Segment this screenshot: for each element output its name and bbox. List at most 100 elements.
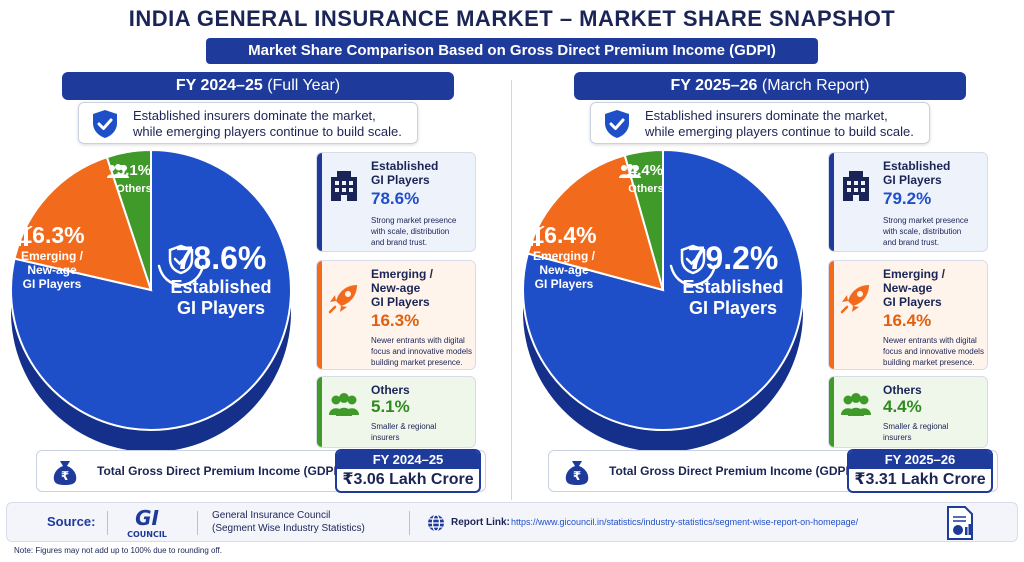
pie-slice-established [10, 150, 292, 431]
source-label: Source: [47, 514, 96, 529]
card-emerging-name-2: New-age [883, 281, 933, 295]
rocket-icon [840, 285, 869, 314]
pie-label-emerging: 16.3% Emerging / New-age GI Players [8, 222, 96, 291]
report-link-label: Report Link: [451, 517, 510, 528]
people-icon [619, 164, 641, 178]
card-others-name: Others [883, 383, 922, 397]
gdpi-label: Total Gross Direct Premium Income (GDPI) [609, 464, 853, 478]
pie-label-emerging: 16.4% Emerging / New-age GI Players [520, 222, 608, 291]
money-bag-icon: ₹ [53, 461, 77, 485]
pie-svg [10, 150, 292, 450]
pie-established-name-1: Established [170, 277, 272, 297]
fy-label: FY 2025–26 [670, 77, 758, 94]
card-emerging-name-2: New-age [371, 281, 421, 295]
org-line-1: General Insurance Council [212, 510, 331, 521]
source-footer: Source: GI COUNCIL General Insurance Cou… [6, 502, 1018, 542]
hands-shield-icon [669, 244, 717, 287]
fy-suffix: (Full Year) [267, 77, 341, 94]
card-accent-bar [317, 377, 322, 447]
shield-check-icon [93, 110, 117, 138]
card-others: Others 5.1% Smaller & regional insurers [316, 376, 476, 448]
pie-others-name: Others [628, 183, 664, 195]
logo-main: GI [135, 506, 159, 530]
gdpi-bar: ₹ Total Gross Direct Premium Income (GDP… [36, 449, 486, 493]
footer-separator [197, 511, 198, 535]
desc-line: insurers [883, 433, 912, 442]
desc-line: Smaller & regional [883, 422, 949, 431]
pie-svg [522, 150, 804, 450]
desc-line: Newer entrants with digital [371, 336, 465, 345]
card-emerging-desc: Newer entrants with digital focus and in… [371, 335, 475, 368]
pie-slice-others [623, 150, 664, 291]
card-emerging-desc: Newer entrants with digital focus and in… [883, 335, 987, 368]
desc-line: focus and innovative models [883, 347, 984, 356]
pie-emerging-name-2: New-age [539, 263, 589, 277]
pie-emerging-name-1: Emerging / [532, 249, 595, 263]
gdpi-label: Total Gross Direct Premium Income (GDPI) [97, 464, 341, 478]
svg-text:₹: ₹ [573, 469, 581, 483]
card-established: Established GI Players 78.6% Strong mark… [316, 152, 476, 252]
pie-label-established: 79.2% Established GI Players [668, 240, 798, 319]
page-title: INDIA GENERAL INSURANCE MARKET – MARKET … [128, 6, 896, 31]
svg-text:₹: ₹ [61, 469, 69, 483]
card-emerging: Emerging / New-age GI Players 16.3% Newe… [316, 260, 476, 370]
pie-chart: 78.6% Established GI Players 16.3% Emerg… [6, 150, 306, 450]
pie-label-others: 5.1% Others [106, 162, 162, 200]
building-icon [331, 171, 357, 201]
pie-label-others: 4.4% Others [618, 162, 674, 200]
pie-emerging-name-2: New-age [27, 263, 77, 277]
people-icon [107, 164, 129, 178]
card-others: Others 4.4% Smaller & regional insurers [828, 376, 988, 448]
footer-separator [107, 511, 108, 535]
card-established-name-2: GI Players [883, 173, 942, 187]
card-established-name-1: Established [371, 159, 439, 173]
card-others-value: 4.4% [883, 397, 922, 416]
desc-line: Strong market presence [883, 216, 969, 225]
desc-line: and brand trust. [883, 238, 940, 247]
pie-established-name-2: GI Players [176, 298, 266, 318]
card-established-name-1: Established [883, 159, 951, 173]
gdpi-value-box: FY 2024–25 ₹3.06 Lakh Crore [335, 449, 481, 493]
footer-separator [409, 511, 410, 535]
callout-line-1: Established insurers dominate the market… [133, 108, 376, 123]
panel-fy-2024-25: FY 2024–25 (Full Year) Established insur… [6, 72, 506, 497]
card-others-desc: Smaller & regional insurers [883, 421, 987, 443]
desc-line: with scale, distribution [883, 227, 962, 236]
desc-line: insurers [371, 433, 400, 442]
report-link-url[interactable]: https://www.gicouncil.in/statistics/indu… [511, 517, 859, 527]
card-emerging-name-1: Emerging / [371, 267, 434, 281]
pie-slice-others [105, 150, 152, 291]
desc-line: and brand trust. [371, 238, 428, 247]
card-established: Established GI Players 79.2% Strong mark… [828, 152, 988, 252]
growth-chart-icon [521, 226, 545, 246]
fy-header: FY 2025–26 (March Report) [574, 72, 966, 100]
card-established-value: 78.6% [371, 189, 420, 208]
card-established-value: 79.2% [883, 189, 932, 208]
desc-line: Smaller & regional [371, 422, 437, 431]
rounding-note: Note: Figures may not add up to 100% due… [14, 546, 222, 555]
pie-label-established: 78.6% Established GI Players [156, 240, 286, 319]
building-icon [843, 171, 869, 201]
gdpi-year: FY 2024–25 [337, 451, 479, 469]
card-established-desc: Strong market presence with scale, distr… [883, 215, 987, 248]
pie-established-name-1: Established [682, 277, 784, 297]
source-org: General Insurance Council (Segment Wise … [212, 509, 365, 535]
card-accent-bar [829, 261, 834, 369]
report-document-icon [947, 506, 973, 540]
card-accent-bar [317, 153, 322, 251]
page-subtitle: Market Share Comparison Based on Gross D… [206, 38, 818, 64]
callout-line-1: Established insurers dominate the market… [645, 108, 888, 123]
pie-chart: 79.2% Established GI Players 16.4% Emerg… [518, 150, 818, 450]
gdpi-value: ₹3.06 Lakh Crore [342, 471, 474, 488]
card-accent-bar [829, 153, 834, 251]
callout-text: Established insurers dominate the market… [645, 108, 914, 140]
org-line-2: (Segment Wise Industry Statistics) [212, 523, 365, 534]
gdpi-value-box: FY 2025–26 ₹3.31 Lakh Crore [847, 449, 993, 493]
card-emerging-value: 16.4% [883, 311, 932, 330]
globe-icon [428, 514, 444, 532]
group-icon [329, 393, 359, 416]
card-emerging-value: 16.3% [371, 311, 420, 330]
money-bag-icon: ₹ [565, 461, 589, 485]
card-accent-bar [829, 377, 834, 447]
pie-established-name-2: GI Players [688, 298, 778, 318]
